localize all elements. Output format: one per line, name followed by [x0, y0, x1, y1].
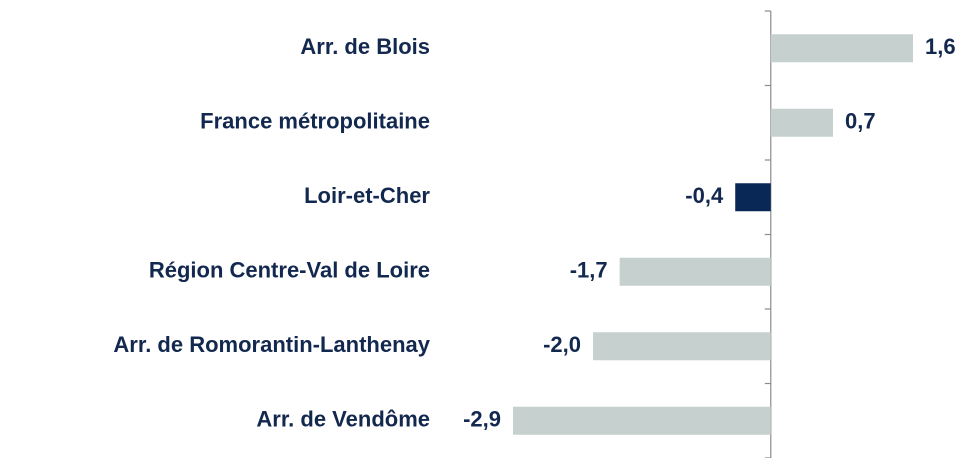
value-label: -0,4: [685, 183, 724, 208]
value-label: -1,7: [570, 258, 608, 283]
category-label: Loir-et-Cher: [304, 183, 430, 208]
value-label: 1,6: [925, 34, 956, 59]
category-label: Arr. de Blois: [300, 34, 430, 59]
value-label: 0,7: [845, 109, 876, 134]
bar: [770, 34, 913, 63]
bar: [593, 332, 771, 361]
bar: [735, 183, 771, 212]
bar: [619, 257, 771, 286]
category-label: France métropolitaine: [200, 109, 430, 134]
value-label: -2,9: [463, 407, 501, 432]
bar: [513, 406, 771, 435]
bar: [770, 108, 833, 137]
value-label: -2,0: [543, 332, 581, 357]
category-label: Région Centre-Val de Loire: [149, 258, 430, 283]
category-label: Arr. de Romorantin-Lanthenay: [113, 332, 430, 357]
category-label: Arr. de Vendôme: [256, 407, 430, 432]
